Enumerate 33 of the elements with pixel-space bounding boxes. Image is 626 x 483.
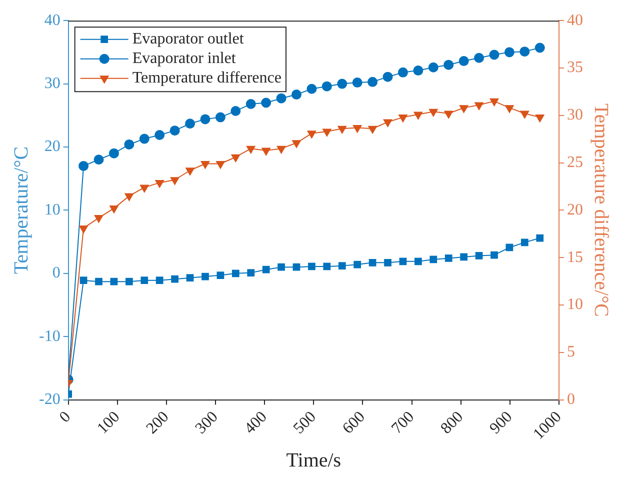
y2-tick-label: 5 [567,344,575,361]
x-tick-label: 600 [340,408,369,438]
y2-tick-label: 15 [567,248,583,266]
x-tick-label: 800 [438,408,467,438]
legend-label: Temperature difference [132,70,282,87]
x-tick-label: 900 [486,408,516,438]
y2-tick-label: 20 [567,201,583,218]
x-tick-label: 400 [241,408,270,438]
y-tick-label: -10 [39,328,60,345]
x-tick-label: 300 [192,408,222,438]
legend-label: Evaporator outlet [132,30,244,48]
y2-tick-label: 25 [567,154,583,171]
x-tick-label: 700 [388,408,418,438]
y2-axis-title: Temperature difference/°C [590,104,612,317]
x-tick-label: 200 [143,408,172,438]
x-tick-label: 0 [56,408,74,426]
y-tick-label: 20 [44,138,60,156]
y-tick-label: 10 [44,201,60,218]
x-axis-title: Time/s [286,449,342,472]
y2-tick-label: 0 [567,391,575,408]
legend-label: Evaporator inlet [132,50,236,68]
x-tick-label: 100 [94,408,124,438]
y-tick-label: -20 [39,391,60,408]
y2-tick-label: 30 [567,106,583,124]
y-axis-title: Temperature/°C [10,146,32,274]
x-tick-label: 500 [290,408,320,438]
x-tick-label: 1000 [530,408,565,444]
y-tick-label: 0 [52,264,60,282]
y-tick-label: 40 [44,12,60,29]
y2-tick-label: 10 [567,296,583,314]
y-tick-label: 30 [44,75,60,92]
y2-tick-label: 40 [567,12,583,29]
y2-tick-label: 35 [567,59,583,76]
